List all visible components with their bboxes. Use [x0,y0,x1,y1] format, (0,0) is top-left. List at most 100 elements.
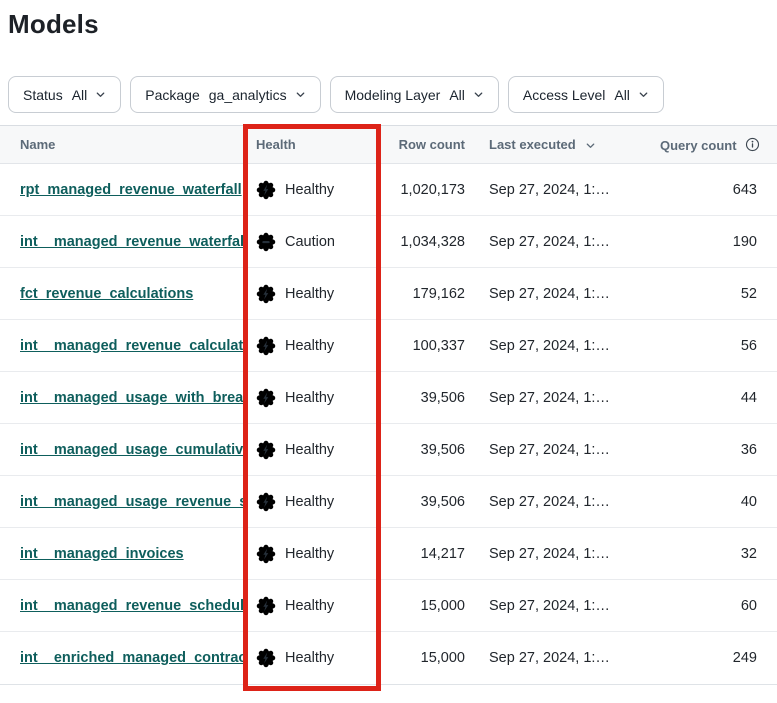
query-count-value: 249 [732,650,757,666]
last-executed-value: Sep 27, 2024, 1:… [489,285,610,302]
last-executed-value: Sep 27, 2024, 1:… [489,650,610,666]
health-seal-icon [256,232,276,251]
filter-status[interactable]: Status All [8,76,122,113]
table-row: int__managed_usage_cumulative_… Healthy … [0,424,777,476]
health-label: Healthy [285,337,335,354]
health-badge: Healthy [256,388,380,408]
health-seal-icon [256,180,276,199]
model-name-link[interactable]: int__managed_usage_with_breaka… [20,389,248,406]
model-name-link[interactable]: int__managed_revenue_calculations [20,337,248,354]
column-header-query-count-label: Query count [660,137,737,153]
table-row: int__enriched_managed_contracts Healthy … [0,632,777,684]
health-label: Healthy [285,285,335,302]
health-label: Healthy [285,389,335,406]
column-header-name: Name [20,137,56,152]
models-table: Name Health Row count Last executed Quer… [0,125,777,685]
query-count-value: 40 [740,493,757,510]
row-count-value: 39,506 [420,441,465,458]
bolt-icon [263,496,269,507]
health-seal-icon [256,544,276,563]
chevron-down-icon [95,89,106,100]
last-executed-value: Sep 27, 2024, 1:… [489,389,610,406]
health-label: Caution [285,233,335,250]
health-badge: Healthy [256,544,380,564]
model-name-link[interactable]: rpt_managed_revenue_waterfall [20,181,242,198]
row-count-value: 39,506 [420,493,465,510]
table-row: int__managed_invoices Healthy 14,217 Sep… [0,528,777,580]
model-name-link[interactable]: int__managed_revenue_schedule_… [20,597,248,614]
bolt-icon [263,340,269,351]
column-header-health: Health [256,137,296,152]
column-header-query-count: Query count [660,137,777,153]
row-count-value: 1,034,328 [400,233,465,250]
minus-icon [262,240,270,243]
filter-access-level[interactable]: Access Level All [507,76,664,113]
sort-chevron-down-icon [585,140,596,151]
table-row: int__managed_revenue_waterfall Caution 1… [0,216,777,268]
filter-status-label: Status [23,86,63,103]
info-icon[interactable] [745,137,760,152]
model-name-link[interactable]: int__enriched_managed_contracts [20,650,248,666]
chevron-down-icon [295,89,306,100]
model-name-link[interactable]: int__managed_usage_revenue_sc… [20,493,248,510]
filter-modeling-layer-label: Modeling Layer [344,86,441,103]
table-row: int__managed_revenue_calculations Health… [0,320,777,372]
table-row: fct_revenue_calculations Healthy 179,162… [0,268,777,320]
health-seal-icon [256,388,276,407]
table-row: int__managed_usage_revenue_sc… Healthy 3… [0,476,777,528]
row-count-value: 14,217 [420,545,465,562]
model-name-link[interactable]: int__managed_usage_cumulative_… [20,441,248,458]
query-count-value: 36 [740,441,757,458]
health-badge: Healthy [256,336,380,356]
last-executed-value: Sep 27, 2024, 1:… [489,337,610,354]
filter-package-value: ga_analytics [208,86,287,103]
filter-package[interactable]: Package ga_analytics [130,76,321,113]
model-name-link[interactable]: fct_revenue_calculations [20,285,194,302]
filter-modeling-layer-value: All [449,86,465,103]
row-count-value: 179,162 [412,285,465,302]
bolt-icon [263,184,269,195]
health-seal-icon [256,336,276,355]
table-row: int__managed_usage_with_breaka… Healthy … [0,372,777,424]
filter-package-label: Package [145,86,200,103]
health-seal-icon [256,492,276,511]
health-label: Healthy [285,493,335,510]
last-executed-value: Sep 27, 2024, 1:… [489,233,610,250]
model-name-link[interactable]: int__managed_invoices [20,545,184,562]
health-badge: Healthy [256,180,380,200]
last-executed-value: Sep 27, 2024, 1:… [489,493,610,510]
query-count-value: 52 [740,285,757,302]
health-badge: Healthy [256,648,380,668]
health-badge: Healthy [256,440,380,460]
bolt-icon [263,444,269,455]
column-header-row-count: Row count [398,137,465,152]
query-count-value: 190 [732,233,757,250]
health-badge: Caution [256,232,380,252]
health-label: Healthy [285,545,335,562]
health-label: Healthy [285,181,335,198]
table-row: rpt_managed_revenue_waterfall Healthy 1,… [0,164,777,216]
query-count-value: 32 [740,545,757,562]
row-count-value: 15,000 [420,597,465,614]
filter-access-level-label: Access Level [522,86,606,103]
column-header-last-executed[interactable]: Last executed [465,137,660,152]
health-seal-icon [256,596,276,615]
query-count-value: 56 [740,337,757,354]
filter-bar: Status All Package ga_analytics Modeling… [8,76,777,113]
row-count-value: 15,000 [420,650,465,666]
last-executed-value: Sep 27, 2024, 1:… [489,597,610,614]
health-seal-icon [256,440,276,459]
health-badge: Healthy [256,596,380,616]
filter-status-value: All [71,86,88,103]
health-badge: Healthy [256,284,380,304]
filter-modeling-layer[interactable]: Modeling Layer All [329,76,499,113]
health-label: Healthy [285,650,335,666]
last-executed-value: Sep 27, 2024, 1:… [489,545,610,562]
bolt-icon [263,548,269,559]
bolt-icon [263,600,269,611]
last-executed-value: Sep 27, 2024, 1:… [489,441,610,458]
health-label: Healthy [285,597,335,614]
model-name-link[interactable]: int__managed_revenue_waterfall [20,233,248,250]
health-badge: Healthy [256,492,380,512]
